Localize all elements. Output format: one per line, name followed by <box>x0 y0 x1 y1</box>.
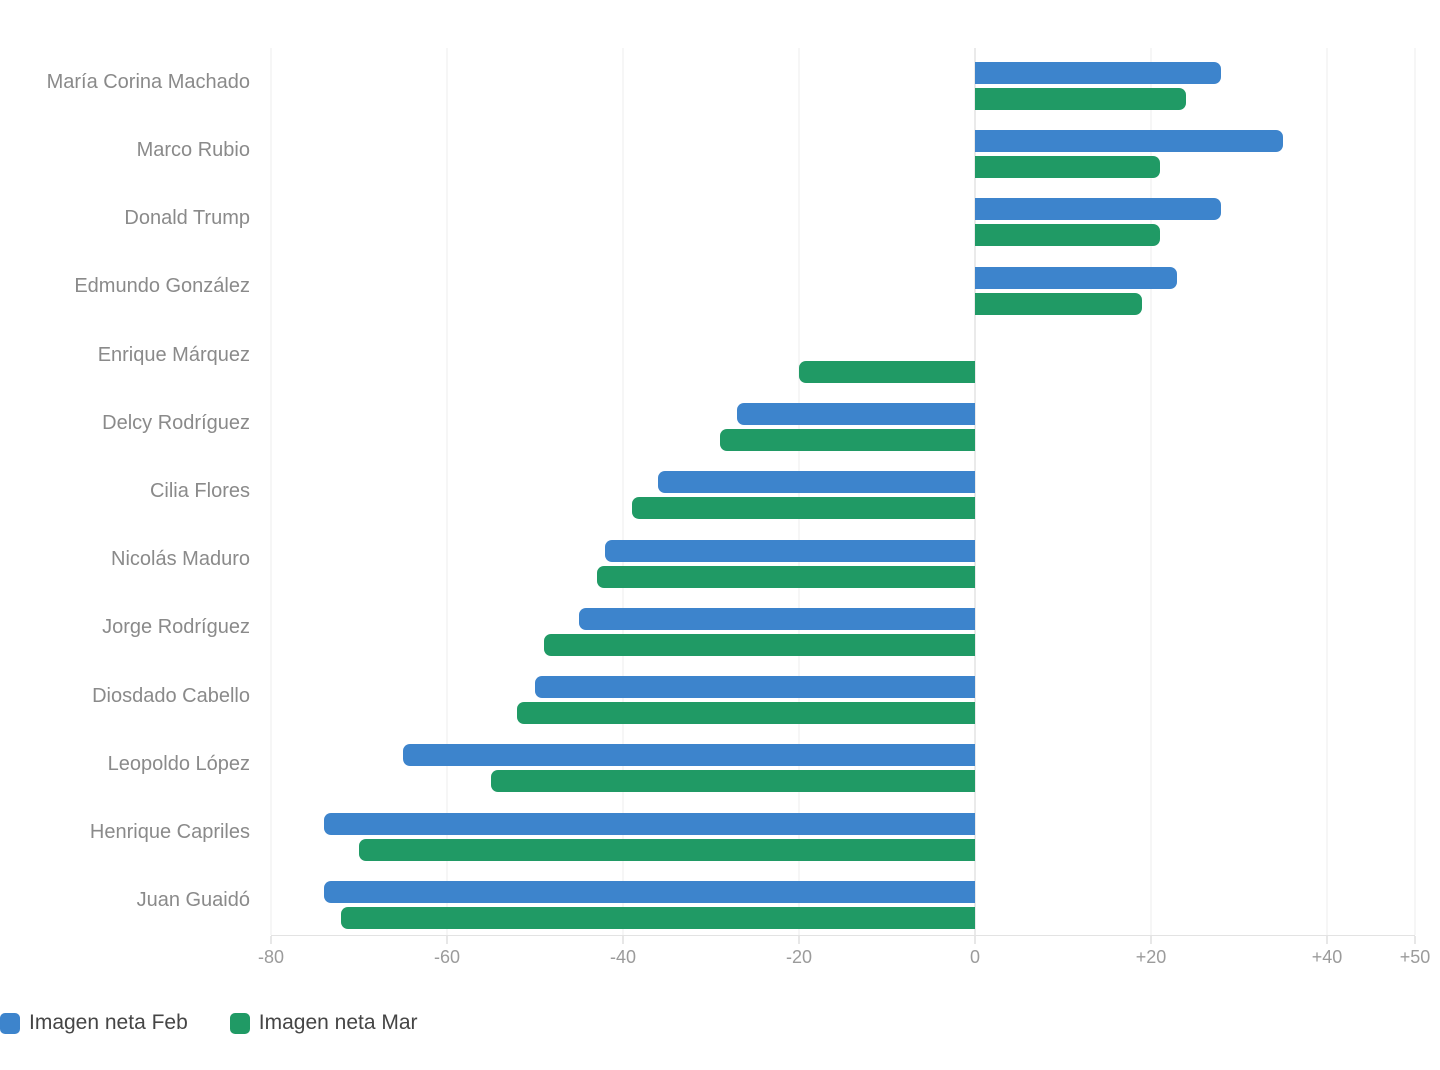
gridline <box>270 48 272 935</box>
bar-row <box>271 799 1415 867</box>
feb-color-swatch-icon <box>0 1012 20 1034</box>
x-tick-label: +20 <box>1135 947 1167 967</box>
bar-row <box>271 116 1415 184</box>
category-label: Nicolás Maduro <box>111 548 250 571</box>
plot-area <box>270 48 1416 935</box>
bar-mar <box>975 292 1143 315</box>
legend-label-feb: Imagen neta Feb <box>29 1011 188 1034</box>
bar-feb <box>605 539 975 562</box>
gridline <box>1326 48 1328 935</box>
category-label: Henrique Capriles <box>89 821 250 844</box>
x-tick-mark <box>1150 936 1152 944</box>
bar-mar <box>799 360 975 383</box>
x-tick-mark <box>974 936 976 944</box>
bar-mar <box>491 770 975 793</box>
bar-rows <box>271 48 1415 935</box>
mar-color-swatch-icon <box>229 1012 250 1034</box>
bar-row <box>271 526 1415 594</box>
bar-row <box>271 321 1415 389</box>
bar-row <box>271 730 1415 798</box>
bar-mar <box>359 838 975 861</box>
bar-feb <box>737 403 975 426</box>
category-label: Donald Trump <box>124 207 250 230</box>
bar-row <box>271 48 1415 116</box>
bar-feb <box>975 62 1222 84</box>
category-label: Leopoldo López <box>107 752 250 775</box>
x-tick-label: +40 <box>1311 947 1343 967</box>
bar-feb <box>658 471 975 494</box>
x-tick-mark <box>1414 936 1416 944</box>
x-tick-mark <box>798 936 800 944</box>
bar-mar <box>975 224 1160 247</box>
gridline <box>622 48 624 935</box>
bar-row <box>271 594 1415 662</box>
bar-feb <box>535 676 975 699</box>
legend-item-mar: Imagen neta Mar <box>229 1011 418 1035</box>
legend-item-feb: Imagen neta Feb <box>0 1011 188 1035</box>
category-label: Delcy Rodríguez <box>102 411 250 434</box>
category-label: Enrique Márquez <box>97 343 250 366</box>
x-tick-mark <box>446 936 448 944</box>
legend: Imagen neta Feb Imagen neta Mar <box>0 1011 418 1035</box>
bar-mar <box>341 906 975 929</box>
x-tick-label: -60 <box>433 947 461 967</box>
bar-row <box>271 389 1415 457</box>
zero-gridline <box>974 48 976 935</box>
x-tick-label: +50 <box>1399 947 1431 967</box>
bar-mar <box>596 565 975 588</box>
bar-row <box>271 457 1415 525</box>
bar-feb <box>403 744 975 767</box>
legend-label-mar: Imagen neta Mar <box>258 1011 418 1034</box>
bar-mar <box>543 633 975 656</box>
bar-row <box>271 184 1415 252</box>
bar-mar <box>719 429 975 452</box>
bar-mar <box>975 88 1187 110</box>
gridline <box>1150 48 1152 935</box>
x-tick-label: -20 <box>785 947 813 967</box>
category-label: Juan Guaidó <box>136 889 250 912</box>
bar-row <box>271 253 1415 321</box>
y-axis-category-labels: María Corina Machado Marco Rubio Donald Tr… <box>0 48 250 935</box>
x-tick-label: 0 <box>969 947 981 967</box>
x-tick-label: -80 <box>257 947 285 967</box>
x-tick-mark <box>1326 936 1328 944</box>
bar-feb <box>323 812 975 835</box>
category-label: María Corina Machado <box>46 70 250 93</box>
bar-mar <box>517 702 975 725</box>
bar-row <box>271 867 1415 935</box>
category-label: Jorge Rodríguez <box>102 616 250 639</box>
category-label: Cilia Flores <box>149 480 250 503</box>
bar-mar <box>975 156 1160 179</box>
gridline <box>446 48 448 935</box>
gridline <box>1414 48 1416 935</box>
bar-feb <box>579 607 975 630</box>
category-label: Marco Rubio <box>136 138 250 161</box>
x-axis: -80 -60 -40 -20 0 +20 +40 +50 <box>258 935 1430 981</box>
x-tick-mark <box>270 936 272 944</box>
bar-feb <box>323 880 975 903</box>
category-label: Edmundo González <box>74 275 250 298</box>
bar-row <box>271 662 1415 730</box>
x-tick-label: -40 <box>609 947 637 967</box>
bar-feb <box>975 130 1283 153</box>
bar-mar <box>631 497 975 520</box>
x-tick-mark <box>622 936 624 944</box>
category-label: Diosdado Cabello <box>92 684 250 707</box>
bar-feb <box>975 198 1222 221</box>
bar-feb <box>975 266 1178 289</box>
